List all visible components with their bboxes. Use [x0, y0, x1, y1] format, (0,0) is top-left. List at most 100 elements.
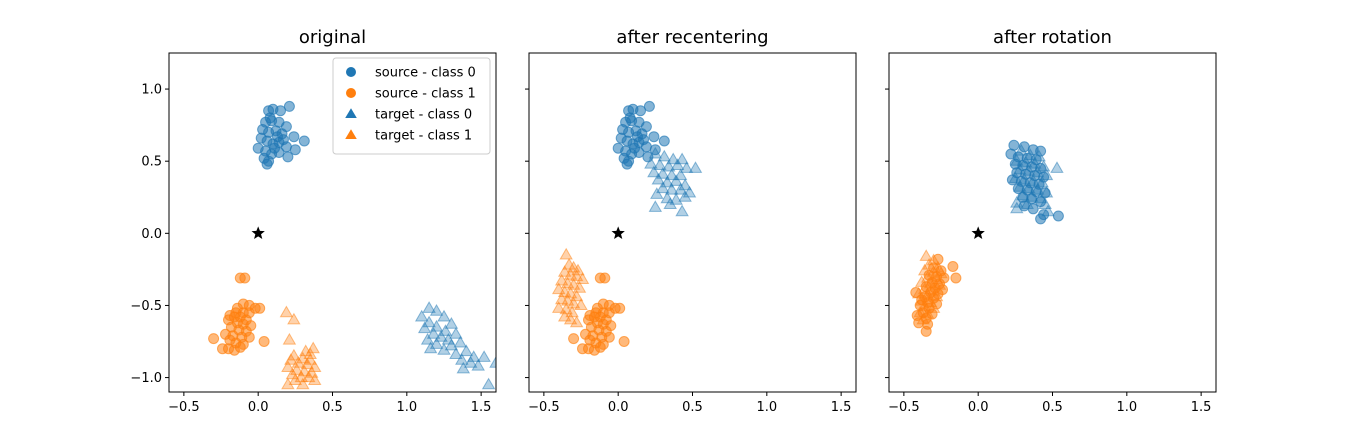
- data-point-circle: [1035, 145, 1047, 157]
- data-point-triangle: [1039, 168, 1054, 181]
- data-point-triangle: [926, 301, 941, 313]
- data-point-triangle: [449, 347, 463, 359]
- data-point-triangle: [1050, 161, 1064, 173]
- data-point-circle: [950, 272, 962, 284]
- data-point-circle: [243, 331, 255, 343]
- y-tick-label: −0.5: [130, 299, 162, 314]
- x-tick-label: −0.5: [888, 400, 920, 415]
- x-tick-label: −0.5: [528, 400, 560, 415]
- data-point-triangle: [1021, 181, 1036, 194]
- data-point-triangle: [1039, 185, 1054, 198]
- data-point-triangle: [1024, 190, 1039, 202]
- data-point-triangle: [287, 312, 301, 325]
- data-point-triangle: [559, 247, 573, 260]
- data-point-triangle: [1035, 175, 1049, 188]
- x-tick-label: 0.5: [1042, 400, 1063, 415]
- data-point-triangle: [688, 161, 703, 173]
- y-tick-label: 0.0: [141, 227, 162, 242]
- data-point-circle: [568, 333, 580, 345]
- data-points: [551, 100, 703, 356]
- data-point-triangle: [1032, 149, 1046, 162]
- data-point-triangle: [1013, 180, 1027, 192]
- data-point-circle: [658, 135, 670, 147]
- data-point-triangle: [644, 156, 658, 169]
- data-point-triangle: [288, 373, 303, 385]
- data-point-triangle: [281, 377, 295, 390]
- legend-box: [332, 57, 491, 155]
- data-point-circle: [643, 100, 655, 112]
- data-point-triangle: [647, 165, 661, 178]
- data-point-triangle: [657, 149, 671, 162]
- data-point-triangle: [929, 289, 944, 302]
- data-point-triangle: [456, 361, 471, 374]
- data-point-circle: [261, 158, 273, 170]
- data-point-circle: [621, 158, 633, 170]
- data-point-circle: [594, 341, 606, 353]
- data-point-triangle: [1026, 174, 1040, 186]
- data-point-triangle: [282, 332, 297, 345]
- data-point-triangle: [664, 182, 679, 195]
- data-point-triangle: [1030, 165, 1045, 178]
- data-point-triangle: [1014, 143, 1029, 156]
- data-points: [910, 139, 1064, 337]
- data-point-circle: [254, 302, 266, 314]
- legend-label: source - class 1: [375, 87, 476, 102]
- data-point-triangle: [279, 305, 294, 318]
- data-point-triangle: [296, 377, 310, 390]
- data-point-circle: [283, 100, 295, 112]
- data-point-circle: [920, 325, 932, 337]
- data-point-triangle: [281, 360, 295, 372]
- data-point-circle: [603, 331, 615, 343]
- data-point-circle: [208, 333, 220, 345]
- data-point-triangle: [572, 280, 587, 293]
- legend-marker-circle: [346, 67, 356, 77]
- data-point-circle: [288, 131, 300, 143]
- data-point-triangle: [1019, 155, 1033, 168]
- legend-label: target - class 1: [375, 129, 472, 144]
- origin-star-marker: [971, 226, 985, 239]
- origin-star-marker: [251, 226, 265, 239]
- x-tick-label: 1.0: [756, 400, 777, 415]
- x-tick-label: 1.5: [471, 400, 492, 415]
- data-point-circle: [1035, 213, 1047, 225]
- y-tick-label: 0.5: [141, 155, 162, 170]
- chart-panel-2: after recentering −0.5 0.0 0.5 1.0 1.5: [525, 27, 857, 415]
- data-point-triangle: [679, 161, 694, 173]
- x-tick-label: −0.5: [168, 400, 200, 415]
- plot-area: [889, 53, 1216, 392]
- x-tick-label: 0.5: [322, 400, 343, 415]
- data-point-triangle: [678, 190, 692, 202]
- data-point-triangle: [1041, 204, 1055, 217]
- data-point-triangle: [919, 249, 933, 261]
- x-tick-label: 0.0: [248, 400, 269, 415]
- data-point-triangle: [459, 344, 474, 357]
- data-point-triangle: [481, 377, 496, 390]
- data-point-triangle: [1017, 172, 1031, 185]
- data-point-triangle: [1016, 188, 1030, 201]
- data-point-triangle: [429, 303, 444, 316]
- data-point-circle: [231, 302, 243, 314]
- legend: source - class 0 source - class 1 target -…: [332, 57, 491, 155]
- legend-marker-triangle: [345, 108, 357, 119]
- data-point-triangle: [1030, 182, 1045, 195]
- data-point-circle: [269, 142, 280, 154]
- data-point-triangle: [437, 309, 451, 322]
- data-point-circle: [599, 272, 611, 284]
- legend-marker-triangle: [345, 129, 357, 140]
- data-point-triangle: [444, 338, 459, 351]
- data-point-circle: [947, 261, 959, 272]
- y-tick-label: 1.0: [141, 83, 162, 98]
- data-point-circle: [591, 302, 603, 314]
- data-point-triangle: [932, 278, 947, 290]
- data-point-triangle: [551, 301, 566, 313]
- data-point-triangle: [653, 158, 667, 170]
- data-point-triangle: [1013, 162, 1027, 175]
- data-point-triangle: [1010, 201, 1024, 214]
- data-point-circle: [264, 112, 276, 124]
- data-point-triangle: [307, 373, 322, 385]
- data-point-triangle: [575, 272, 590, 284]
- data-point-triangle: [449, 327, 463, 339]
- data-point-triangle: [663, 197, 677, 209]
- data-point-circle: [632, 131, 643, 143]
